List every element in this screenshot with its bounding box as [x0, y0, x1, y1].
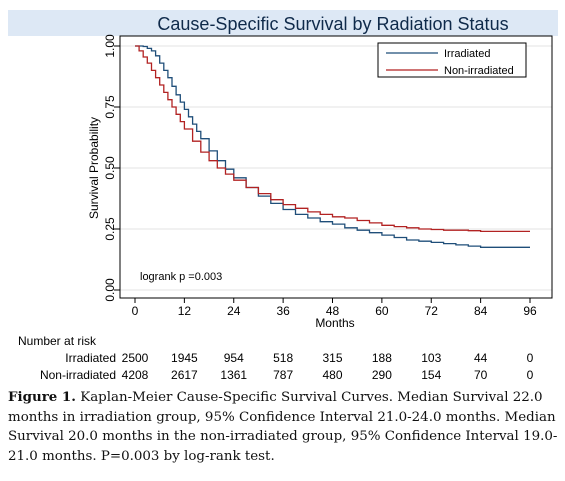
risk-value: 4208 — [122, 368, 149, 382]
risk-table-header: Number at risk — [18, 334, 97, 348]
logrank-annotation: logrank p =0.003 — [140, 271, 222, 283]
risk-value: 103 — [421, 351, 441, 365]
y-tick-label: 1.00 — [103, 34, 117, 58]
legend: Irradiated Non-irradiated — [378, 43, 526, 77]
legend-label-irradiated: Irradiated — [444, 48, 490, 60]
x-tick-label: 36 — [276, 304, 290, 318]
x-axis-label: Months — [315, 316, 354, 330]
x-tick-label: 84 — [474, 304, 488, 318]
risk-value: 518 — [273, 351, 293, 365]
x-tick-label: 96 — [523, 304, 537, 318]
x-tick-label: 72 — [425, 304, 439, 318]
risk-value: 1361 — [220, 368, 247, 382]
risk-value: 188 — [372, 351, 392, 365]
risk-value: 315 — [322, 351, 342, 365]
risk-value: 0 — [527, 351, 534, 365]
risk-value: 787 — [273, 368, 293, 382]
risk-row-non-irradiated-label: Non-irradiated — [40, 368, 116, 382]
risk-value: 290 — [372, 368, 392, 382]
y-tick-label: 0.25 — [103, 217, 117, 241]
risk-value: 154 — [421, 368, 441, 382]
risk-value: 44 — [474, 351, 488, 365]
y-axis-label: Survival Probability — [87, 117, 101, 219]
risk-value: 1945 — [171, 351, 198, 365]
risk-value: 70 — [474, 368, 488, 382]
x-tick-label: 24 — [227, 304, 241, 318]
risk-row-irradiated-label: Irradiated — [65, 351, 116, 365]
y-tick-label: 0.75 — [103, 95, 117, 119]
legend-label-non-irradiated: Non-irradiated — [444, 65, 514, 77]
caption-text: Kaplan-Meier Cause-Specific Survival Cur… — [8, 390, 557, 464]
x-tick-label: 0 — [132, 304, 139, 318]
risk-value: 954 — [224, 351, 244, 365]
risk-value: 2617 — [171, 368, 198, 382]
figure-caption: Figure 1. Kaplan-Meier Cause-Specific Su… — [8, 388, 560, 466]
y-tick-label: 0.50 — [103, 156, 117, 180]
risk-value: 0 — [527, 368, 534, 382]
risk-value: 2500 — [122, 351, 149, 365]
x-tick-label: 60 — [375, 304, 389, 318]
x-tick-label: 12 — [178, 304, 192, 318]
y-tick-label: 0.00 — [103, 278, 117, 302]
caption-label: Figure 1. — [8, 389, 76, 405]
risk-value: 480 — [322, 368, 342, 382]
survival-chart: Cause-Specific Survival by Radiation Sta… — [0, 0, 565, 388]
chart-title: Cause-Specific Survival by Radiation Sta… — [157, 14, 508, 34]
